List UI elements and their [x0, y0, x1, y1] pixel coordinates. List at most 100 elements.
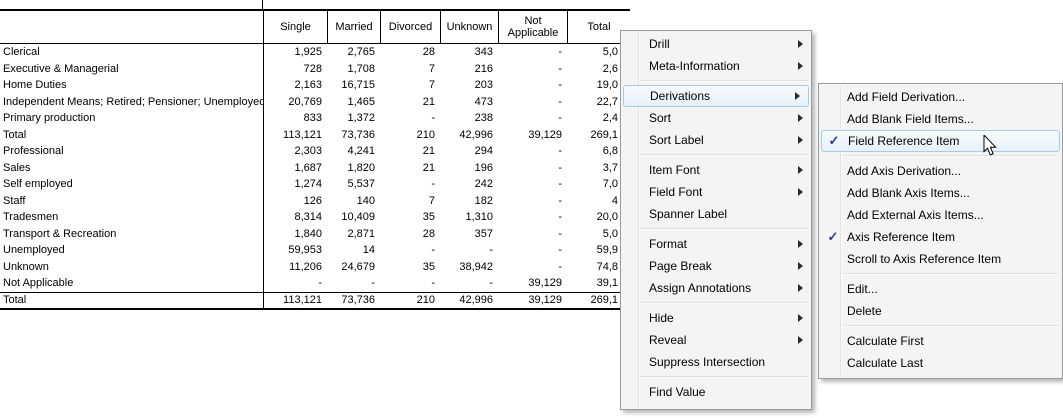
- menu-item-calculate-last[interactable]: Calculate Last: [819, 352, 1062, 374]
- menu-item-drill[interactable]: Drill: [621, 33, 811, 55]
- data-cell[interactable]: -: [489, 277, 493, 289]
- data-cell[interactable]: -: [558, 244, 562, 256]
- row-label[interactable]: Total: [3, 128, 27, 141]
- row-label[interactable]: Executive & Managerial: [3, 62, 119, 75]
- menu-item-scroll-to-axis-reference-item[interactable]: Scroll to Axis Reference Item: [819, 248, 1062, 270]
- column-header-single[interactable]: Single: [263, 11, 327, 43]
- data-cell[interactable]: 5,0: [602, 227, 618, 240]
- row-label[interactable]: Tradesmen: [3, 211, 59, 223]
- menu-item-page-break[interactable]: Page Break: [621, 255, 811, 277]
- data-cell[interactable]: 238: [474, 112, 493, 124]
- row-label[interactable]: Self employed: [3, 178, 73, 190]
- data-cell[interactable]: -: [558, 112, 562, 124]
- data-cell[interactable]: 14: [362, 244, 375, 256]
- data-cell[interactable]: 7: [428, 79, 435, 91]
- data-cell[interactable]: 210: [416, 293, 435, 306]
- data-cell[interactable]: 16,715: [341, 79, 375, 91]
- data-cell[interactable]: 73,736: [341, 293, 375, 306]
- data-cell[interactable]: -: [489, 244, 493, 256]
- data-cell[interactable]: 203: [474, 79, 493, 91]
- data-cell[interactable]: -: [558, 194, 562, 207]
- data-cell[interactable]: 2,6: [602, 62, 618, 75]
- menu-item-axis-reference-item[interactable]: Axis Reference Item ✓: [819, 226, 1062, 248]
- data-cell[interactable]: 113,121: [263, 292, 327, 308]
- data-cell[interactable]: 2,163: [263, 77, 327, 94]
- data-cell[interactable]: 269,1: [590, 128, 618, 141]
- data-cell[interactable]: 4,241: [347, 145, 375, 157]
- column-header-married[interactable]: Married: [327, 11, 380, 43]
- data-cell[interactable]: 8,314: [263, 209, 327, 226]
- data-cell[interactable]: 38,942: [459, 260, 493, 273]
- data-cell[interactable]: -: [558, 62, 562, 75]
- data-cell[interactable]: 5,537: [347, 178, 375, 190]
- row-label[interactable]: Home Duties: [3, 79, 67, 91]
- row-label[interactable]: Independent Means; Retired; Pensioner; U…: [3, 95, 263, 108]
- data-cell[interactable]: 140: [356, 194, 375, 207]
- data-cell[interactable]: 21: [422, 95, 435, 108]
- data-cell[interactable]: 59,9: [596, 244, 618, 256]
- row-label[interactable]: Transport & Recreation: [3, 227, 117, 240]
- menu-item-reveal[interactable]: Reveal: [621, 329, 811, 351]
- data-cell[interactable]: 7: [428, 194, 435, 207]
- data-cell[interactable]: 113,121: [263, 126, 327, 143]
- menu-item-add-axis-derivation[interactable]: Add Axis Derivation...: [819, 160, 1062, 182]
- data-cell[interactable]: -: [558, 95, 562, 108]
- data-cell[interactable]: 10,409: [341, 211, 375, 223]
- data-cell[interactable]: 19,0: [596, 79, 618, 91]
- data-cell[interactable]: 59,953: [263, 242, 327, 259]
- data-cell[interactable]: 6,8: [602, 145, 618, 157]
- menu-item-item-font[interactable]: Item Font: [621, 159, 811, 181]
- menu-item-suppress-intersection[interactable]: Suppress Intersection: [621, 351, 811, 373]
- menu-item-add-external-axis-items[interactable]: Add External Axis Items...: [819, 204, 1062, 226]
- data-cell[interactable]: 269,1: [590, 293, 618, 306]
- menu-item-delete[interactable]: Delete: [819, 300, 1062, 322]
- data-cell[interactable]: 20,0: [596, 211, 618, 223]
- menu-item-assign-annotations[interactable]: Assign Annotations: [621, 277, 811, 299]
- data-cell[interactable]: 20,769: [263, 93, 327, 110]
- data-cell[interactable]: 74,8: [596, 260, 618, 273]
- row-label[interactable]: Sales: [3, 161, 31, 174]
- data-cell[interactable]: 2,871: [347, 227, 375, 240]
- data-cell[interactable]: 2,303: [263, 143, 327, 160]
- data-cell[interactable]: 833: [263, 110, 327, 127]
- data-cell[interactable]: 4: [611, 194, 618, 207]
- data-cell[interactable]: -: [263, 275, 327, 292]
- data-cell[interactable]: 7,0: [602, 178, 618, 190]
- data-cell[interactable]: -: [558, 161, 562, 174]
- data-cell[interactable]: 1,708: [347, 62, 375, 75]
- data-cell[interactable]: -: [558, 145, 562, 157]
- data-cell[interactable]: 5,0: [602, 46, 618, 58]
- menu-item-derivations[interactable]: Derivations: [623, 85, 809, 107]
- data-cell[interactable]: 1,372: [347, 112, 375, 124]
- data-cell[interactable]: 216: [474, 62, 493, 75]
- menu-item-calculate-first[interactable]: Calculate First: [819, 330, 1062, 352]
- menu-item-field-font[interactable]: Field Font: [621, 181, 811, 203]
- row-label[interactable]: Total: [3, 293, 27, 306]
- data-cell[interactable]: 21: [422, 145, 435, 157]
- data-cell[interactable]: 35: [422, 211, 435, 223]
- row-label[interactable]: Primary production: [3, 112, 96, 124]
- column-header-unknown[interactable]: Unknown: [440, 11, 498, 43]
- row-label[interactable]: Clerical: [3, 46, 40, 58]
- data-cell[interactable]: -: [371, 277, 375, 289]
- data-cell[interactable]: 22,7: [596, 95, 618, 108]
- menu-item-sort-label[interactable]: Sort Label: [621, 129, 811, 151]
- menu-item-add-blank-field-items[interactable]: Add Blank Field Items...: [819, 108, 1062, 130]
- data-cell[interactable]: 728: [263, 60, 327, 77]
- menu-item-edit[interactable]: Edit...: [819, 278, 1062, 300]
- menu-item-field-reference-item[interactable]: Field Reference Item ✓: [821, 130, 1060, 152]
- data-cell[interactable]: -: [558, 227, 562, 240]
- menu-item-add-field-derivation[interactable]: Add Field Derivation...: [819, 86, 1062, 108]
- column-header-total[interactable]: Total: [567, 11, 630, 43]
- data-cell[interactable]: 182: [474, 194, 493, 207]
- row-label[interactable]: Unemployed: [3, 244, 65, 256]
- data-cell[interactable]: 28: [422, 46, 435, 58]
- menu-item-add-blank-axis-items[interactable]: Add Blank Axis Items...: [819, 182, 1062, 204]
- data-cell[interactable]: -: [431, 277, 435, 289]
- data-cell[interactable]: 39,129: [528, 128, 562, 141]
- data-cell[interactable]: 42,996: [459, 128, 493, 141]
- data-cell[interactable]: 35: [422, 260, 435, 273]
- menu-item-format[interactable]: Format: [621, 233, 811, 255]
- data-cell[interactable]: 11,206: [263, 258, 327, 275]
- data-cell[interactable]: 42,996: [459, 293, 493, 306]
